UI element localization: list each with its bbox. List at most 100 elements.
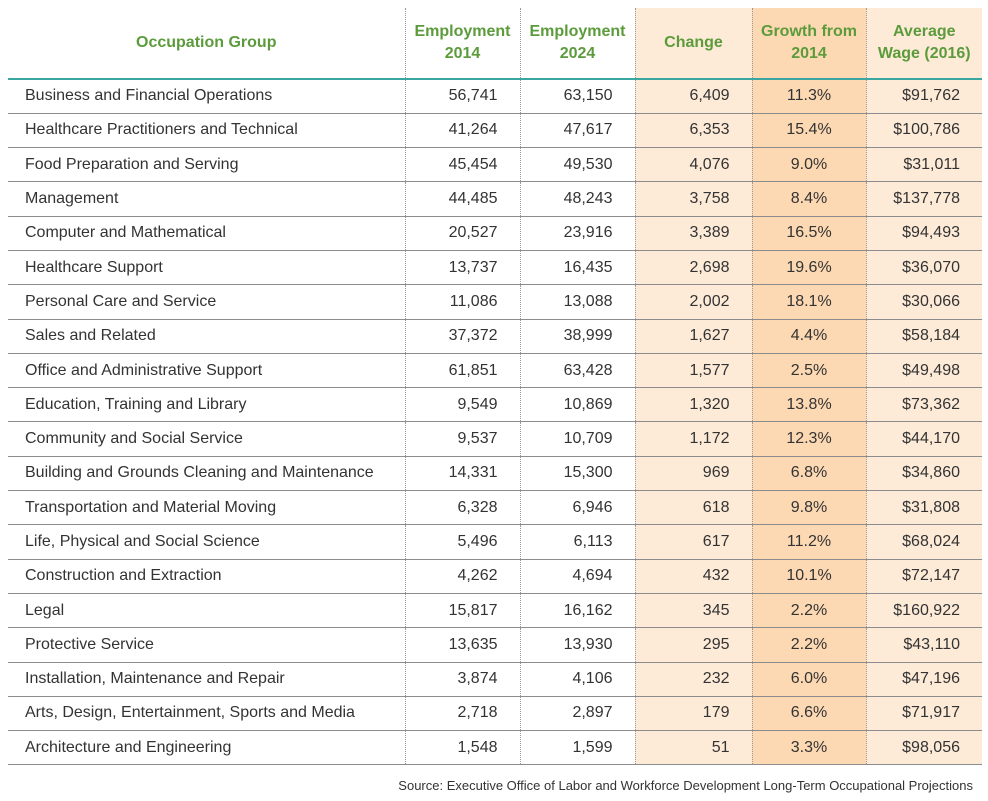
value-cell: 1,577 — [634, 353, 752, 389]
occupation-cell: Architecture and Engineering — [8, 730, 405, 766]
occupation-cell: Food Preparation and Serving — [8, 147, 405, 183]
value-cell: 23,916 — [519, 216, 635, 251]
table-header: Occupation Group Employment 2014 Employmen… — [8, 8, 982, 80]
value-cell: 432 — [634, 559, 752, 594]
value-cell: 6.8% — [751, 456, 866, 492]
value-cell: $30,066 — [865, 284, 982, 320]
value-cell: 9.8% — [751, 490, 866, 526]
occupation-cell: Personal Care and Service — [8, 284, 405, 320]
value-cell: $72,147 — [865, 559, 982, 594]
value-cell: 179 — [634, 696, 752, 732]
table-row: Installation, Maintenance and Repair 3,87… — [8, 662, 982, 697]
value-cell: $36,070 — [865, 250, 982, 286]
value-cell: $49,498 — [865, 353, 982, 389]
occupation-cell: Installation, Maintenance and Repair — [8, 662, 405, 697]
value-cell: 4,106 — [519, 662, 635, 697]
column-header: Change — [634, 8, 752, 80]
value-cell: 617 — [634, 524, 752, 560]
table-row: Life, Physical and Social Science 5,496 6,… — [8, 524, 982, 560]
column-header: Growth from 2014 — [751, 8, 866, 80]
value-cell: 16,435 — [519, 250, 635, 286]
value-cell: 2.5% — [751, 353, 866, 389]
value-cell: $58,184 — [865, 319, 982, 354]
table-row: Arts, Design, Entertainment, Sports and … — [8, 696, 982, 732]
column-header: Employment 2024 — [519, 8, 635, 80]
occupation-cell: Management — [8, 181, 405, 217]
value-cell: 12.3% — [751, 421, 866, 457]
value-cell: 13,635 — [404, 627, 520, 663]
value-cell: $100,786 — [865, 113, 982, 149]
value-cell: 11.2% — [751, 524, 866, 560]
value-cell: $47,196 — [865, 662, 982, 697]
value-cell: 4,694 — [519, 559, 635, 594]
value-cell: 10,709 — [519, 421, 635, 457]
table-row: Office and Administrative Support 61,851 6… — [8, 353, 982, 389]
value-cell: $160,922 — [865, 593, 982, 629]
value-cell: 6,409 — [634, 79, 752, 114]
value-cell: $31,808 — [865, 490, 982, 526]
value-cell: 9,537 — [404, 421, 520, 457]
value-cell: 11,086 — [404, 284, 520, 320]
value-cell: 15.4% — [751, 113, 866, 149]
occupation-cell: Sales and Related — [8, 319, 405, 354]
value-cell: 47,617 — [519, 113, 635, 149]
occupation-cell: Office and Administrative Support — [8, 353, 405, 389]
value-cell: 11.3% — [751, 79, 866, 114]
value-cell: $34,860 — [865, 456, 982, 492]
table-row: Food Preparation and Serving 45,454 49,530… — [8, 147, 982, 183]
value-cell: 13,930 — [519, 627, 635, 663]
value-cell: 9.0% — [751, 147, 866, 183]
value-cell: 49,530 — [519, 147, 635, 183]
value-cell: 16,162 — [519, 593, 635, 629]
column-header: Employment 2014 — [404, 8, 520, 80]
table-row: Protective Service 13,635 13,930 295 2.2% $43… — [8, 627, 982, 663]
value-cell: 19.6% — [751, 250, 866, 286]
value-cell: 1,627 — [634, 319, 752, 354]
value-cell: 10.1% — [751, 559, 866, 594]
value-cell: 969 — [634, 456, 752, 492]
value-cell: 1,172 — [634, 421, 752, 457]
value-cell: $71,917 — [865, 696, 982, 732]
value-cell: $44,170 — [865, 421, 982, 457]
value-cell: 37,372 — [404, 319, 520, 354]
value-cell: $43,110 — [865, 627, 982, 663]
value-cell: 16.5% — [751, 216, 866, 251]
value-cell: $98,056 — [865, 730, 982, 766]
value-cell: 3,758 — [634, 181, 752, 217]
value-cell: 618 — [634, 490, 752, 526]
value-cell: 63,150 — [519, 79, 635, 114]
value-cell: 63,428 — [519, 353, 635, 389]
value-cell: 9,549 — [404, 387, 520, 423]
value-cell: 2,698 — [634, 250, 752, 286]
occupation-cell: Transportation and Material Moving — [8, 490, 405, 526]
table-row: Building and Grounds Cleaning and Mainte… — [8, 456, 982, 492]
value-cell: 1,599 — [519, 730, 635, 766]
value-cell: 2,897 — [519, 696, 635, 732]
value-cell: 41,264 — [404, 113, 520, 149]
table-row: Business and Financial Operations 56,741 6… — [8, 79, 982, 114]
value-cell: 15,817 — [404, 593, 520, 629]
value-cell: 10,869 — [519, 387, 635, 423]
occupation-cell: Building and Grounds Cleaning and Mainte… — [8, 456, 405, 492]
column-header: Average Wage (2016) — [865, 8, 982, 80]
value-cell: $91,762 — [865, 79, 982, 114]
value-cell: 345 — [634, 593, 752, 629]
occupation-cell: Life, Physical and Social Science — [8, 524, 405, 560]
value-cell: 3,389 — [634, 216, 752, 251]
data-table: Occupation Group Employment 2014 Employmen… — [8, 8, 982, 766]
value-cell: 44,485 — [404, 181, 520, 217]
value-cell: 1,320 — [634, 387, 752, 423]
value-cell: 6,353 — [634, 113, 752, 149]
table-row: Construction and Extraction 4,262 4,694 432… — [8, 559, 982, 594]
table-row: Community and Social Service 9,537 10,709 1… — [8, 421, 982, 457]
value-cell: 38,999 — [519, 319, 635, 354]
value-cell: 13.8% — [751, 387, 866, 423]
value-cell: 295 — [634, 627, 752, 663]
table-row: Transportation and Material Moving 6,328 6… — [8, 490, 982, 526]
occupation-cell: Community and Social Service — [8, 421, 405, 457]
table-row: Architecture and Engineering 1,548 1,599 51… — [8, 730, 982, 766]
table-row: Education, Training and Library 9,549 10,8… — [8, 387, 982, 423]
table-row: Legal 15,817 16,162 345 2.2% $160,922 — [8, 593, 982, 629]
value-cell: 2.2% — [751, 593, 866, 629]
